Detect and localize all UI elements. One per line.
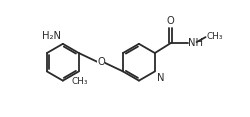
Text: O: O: [97, 57, 105, 67]
Text: CH₃: CH₃: [71, 77, 88, 86]
Text: N: N: [157, 73, 165, 83]
Text: CH₃: CH₃: [206, 32, 222, 41]
Text: H₂N: H₂N: [42, 31, 61, 41]
Text: O: O: [167, 16, 175, 26]
Text: NH: NH: [188, 38, 203, 48]
